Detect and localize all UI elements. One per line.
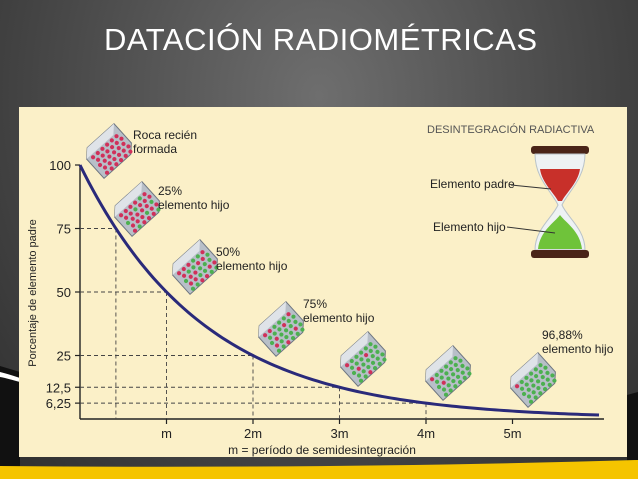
stage-0-line1: Roca recién xyxy=(133,128,197,142)
y-tick-label-0: 100 xyxy=(49,158,71,173)
stage-3-line2: elemento hijo xyxy=(303,311,375,325)
rock-sample-3 xyxy=(258,300,305,358)
slide-title: DATACIÓN RADIOMÉTRICAS xyxy=(104,22,538,57)
rock-sample-2 xyxy=(172,238,219,296)
guide-lines xyxy=(80,228,427,419)
stage-label-0: Roca recién formada xyxy=(133,128,197,156)
y-tick-label-1: 75 xyxy=(57,222,71,237)
stage-0-line2: formada xyxy=(133,142,177,156)
stage-3-line1: 75% xyxy=(303,297,327,311)
rock-sample-4 xyxy=(340,330,387,388)
x-ticks: m 2m 3m 4m 5m xyxy=(161,419,522,441)
x-tick-label-3: 4m xyxy=(417,426,435,441)
x-tick-label-4: 5m xyxy=(503,426,521,441)
x-tick-label-1: 2m xyxy=(244,426,262,441)
x-tick-label-2: 3m xyxy=(330,426,348,441)
stage-label-1: 25% elemento hijo xyxy=(158,184,230,212)
stage-label-4: 96,88% elemento hijo xyxy=(542,328,614,356)
hourglass-parent-pointer xyxy=(510,184,552,190)
figure-header: DESINTEGRACIÓN RADIACTIVA xyxy=(427,123,595,136)
y-axis-label: Porcentaje de elemento padre xyxy=(27,219,39,366)
decorative-swoosh-bottom xyxy=(0,460,638,479)
hourglass-daughter-sand xyxy=(538,215,582,249)
y-tick-label-3: 25 xyxy=(57,349,71,364)
decorative-swoosh-left-white xyxy=(0,372,20,382)
y-tick-label-4: 12,5 xyxy=(46,380,71,395)
x-axis-label: m = período de semidesintegración xyxy=(228,443,416,457)
stage-1-line2: elemento hijo xyxy=(158,198,230,212)
hourglass-daughter-label: Elemento hijo xyxy=(433,220,506,234)
rock-sample-5 xyxy=(425,344,472,402)
hourglass-daughter-pointer xyxy=(506,226,556,234)
figure-panel: DESINTEGRACIÓN RADIACTIVA Porcentaje de … xyxy=(19,107,627,457)
decorative-swoosh-left xyxy=(0,366,20,479)
y-ticks: 100 75 50 25 12,56,25 xyxy=(46,158,80,411)
rock-samples xyxy=(86,122,557,409)
rock-sample-6 xyxy=(510,351,557,409)
stage-label-2: 50% elemento hijo xyxy=(216,245,288,273)
rock-sample-1 xyxy=(114,180,161,238)
rock-sample-0 xyxy=(86,122,133,180)
hourglass-parent-sand xyxy=(540,169,580,201)
decay-chart: DESINTEGRACIÓN RADIACTIVA Porcentaje de … xyxy=(27,122,614,457)
stage-4-line2: elemento hijo xyxy=(542,342,614,356)
hourglass-icon: Elemento padre Elemento hijo xyxy=(430,146,589,258)
y-tick-label-2: 50 xyxy=(57,285,71,300)
stage-4-line1: 96,88% xyxy=(542,328,583,342)
decay-curve xyxy=(78,164,600,417)
y-tick-label-5: 6,25 xyxy=(46,396,71,411)
hourglass-top-cap xyxy=(531,146,589,154)
hourglass-bottom-cap xyxy=(531,250,589,258)
x-tick-label-0: m xyxy=(161,426,172,441)
decorative-swoosh-right xyxy=(627,392,638,479)
stage-label-3: 75% elemento hijo xyxy=(303,297,375,325)
stage-1-line1: 25% xyxy=(158,184,182,198)
hourglass-parent-label: Elemento padre xyxy=(430,177,515,191)
stage-2-line2: elemento hijo xyxy=(216,259,288,273)
stage-2-line1: 50% xyxy=(216,245,240,259)
